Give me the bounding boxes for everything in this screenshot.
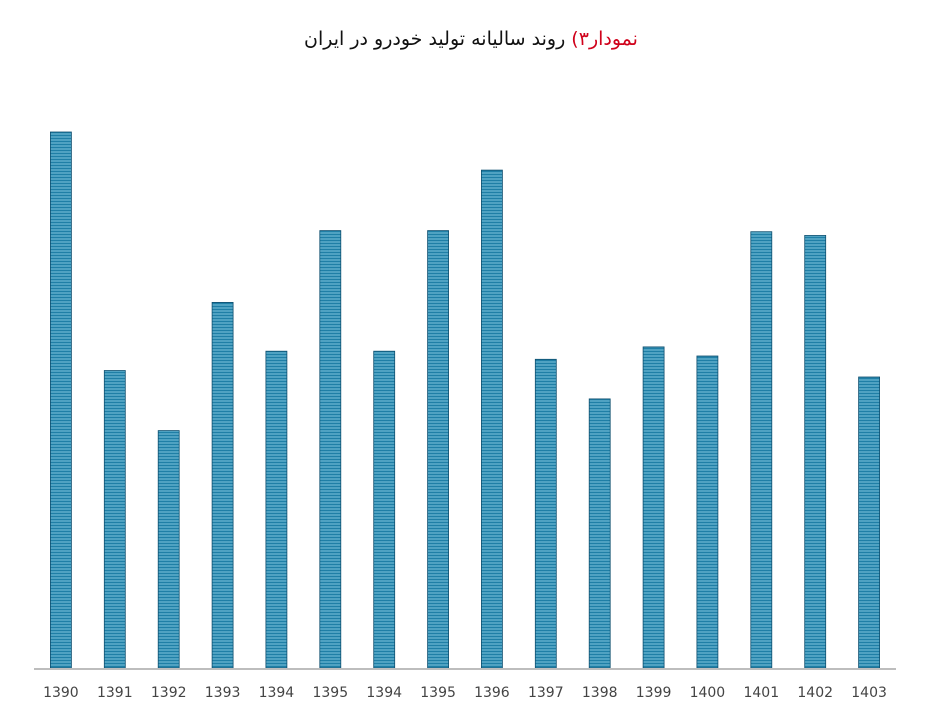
x-tick-label: 1400 <box>690 685 726 701</box>
bar-1395-7 <box>427 230 450 669</box>
x-tick-label: 1390 <box>43 685 79 701</box>
chart-title-prefix: نمودار۳) <box>571 28 638 50</box>
chart-title: نمودار۳) روند سالیانه تولید خودرو در ایر… <box>0 28 942 50</box>
x-tick-labels: 1390 1391 1392 1393 1394 1395 1394 1395 1396 1397… <box>43 685 887 701</box>
bar-1403-15 <box>858 376 880 669</box>
x-tick-label: 1397 <box>528 685 564 701</box>
bar-1394-4 <box>265 350 288 669</box>
x-tick-label: 1396 <box>474 685 510 701</box>
bar-1395-5 <box>319 230 342 669</box>
x-tick-label: 1403 <box>851 685 887 701</box>
x-tick-label: 1394 <box>366 685 402 701</box>
bar-1401-13 <box>750 231 773 669</box>
x-tick-label: 1392 <box>151 685 187 701</box>
x-tick-label: 1395 <box>420 685 456 701</box>
bar-1390-0 <box>50 131 72 669</box>
bar-1393-3 <box>211 301 234 669</box>
bar-1392-2 <box>157 430 180 669</box>
x-tick-label: 1394 <box>259 685 295 701</box>
bars-group <box>50 131 880 669</box>
x-tick-label: 1402 <box>797 685 833 701</box>
bar-1396-8 <box>480 169 503 669</box>
bar-1394-6 <box>373 350 396 669</box>
x-tick-label: 1399 <box>636 685 672 701</box>
bar-1402-14 <box>804 234 827 669</box>
x-tick-label: 1398 <box>582 685 618 701</box>
x-tick-label: 1393 <box>205 685 241 701</box>
bar-1400-12 <box>696 355 719 669</box>
chart-title-text: روند سالیانه تولید خودرو در ایران <box>304 28 566 50</box>
x-tick-label: 1395 <box>312 685 348 701</box>
x-tick-label: 1391 <box>97 685 133 701</box>
bar-1391-1 <box>103 370 126 669</box>
x-tick-label: 1401 <box>743 685 779 701</box>
bar-1399-11 <box>642 346 665 669</box>
bar-1398-10 <box>588 398 611 669</box>
bar-1397-9 <box>534 358 557 669</box>
